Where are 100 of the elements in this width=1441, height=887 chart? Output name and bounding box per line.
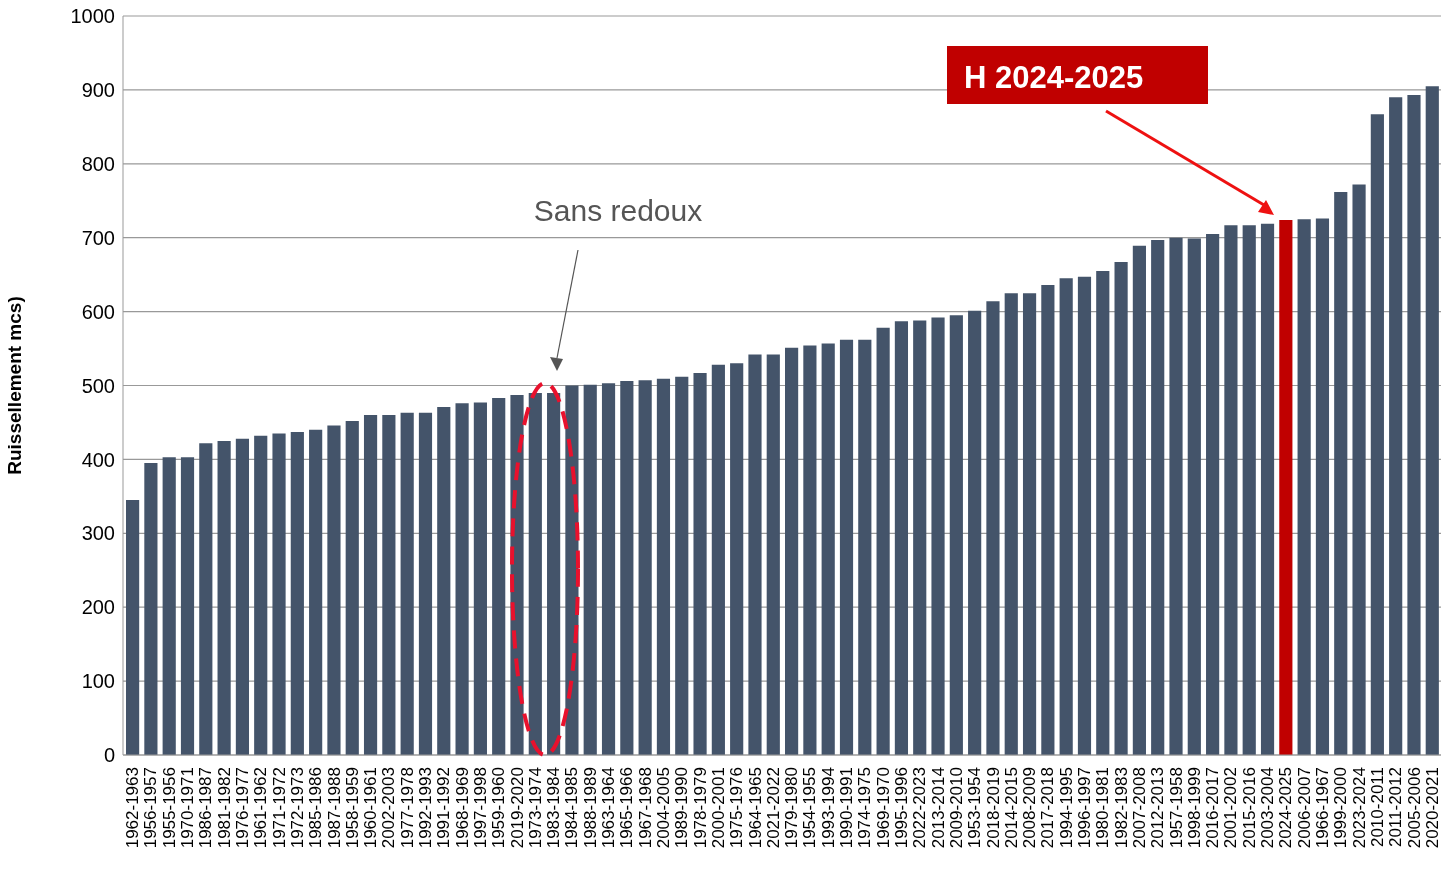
- x-tick-label: 1955-1956: [159, 767, 179, 849]
- bar: [913, 320, 927, 755]
- x-tick-label: 1953-1954: [965, 767, 985, 849]
- x-tick-label: 1964-1965: [745, 767, 765, 849]
- x-tick-label: 1992-1993: [416, 767, 436, 849]
- x-tick-label: 1970-1971: [178, 767, 198, 849]
- x-tick-label: 1963-1964: [599, 767, 619, 849]
- x-tick-label: 1972-1973: [287, 767, 307, 849]
- bar: [437, 406, 451, 755]
- x-tick-label: 2009-2010: [946, 767, 966, 849]
- bar: [1206, 234, 1220, 755]
- x-tick-label: 1973-1974: [525, 767, 545, 849]
- y-tick-label: 900: [81, 79, 115, 101]
- x-tick-label: 1994-1995: [1056, 767, 1076, 849]
- bar: [345, 420, 359, 755]
- x-tick-label: 2010-2011: [1367, 767, 1387, 848]
- x-tick-label: 1961-1962: [251, 767, 271, 849]
- bar: [675, 376, 689, 755]
- x-tick-label: 1976-1977: [232, 767, 252, 849]
- bar: [1059, 278, 1073, 755]
- bar: [1187, 238, 1201, 755]
- x-tick-label: 1971-1972: [269, 767, 289, 849]
- bar: [492, 398, 506, 755]
- x-tick-label: 2015-2016: [1239, 767, 1259, 849]
- x-tick-label: 1997-1998: [470, 767, 490, 849]
- x-tick-label: 2008-2009: [1020, 767, 1040, 849]
- bar: [1279, 219, 1293, 755]
- x-tick-label: 1978-1979: [690, 767, 710, 849]
- x-tick-label: 2019-2020: [507, 767, 527, 849]
- x-tick-label: 1995-1996: [891, 767, 911, 849]
- x-tick-label: 2018-2019: [983, 767, 1003, 849]
- bar: [986, 301, 1000, 755]
- x-tick-label: 1989-1990: [672, 767, 692, 849]
- y-tick-label: 600: [81, 300, 115, 323]
- bar: [1425, 86, 1439, 755]
- bar: [1334, 191, 1348, 755]
- y-tick-label: 800: [81, 152, 115, 175]
- bar: [839, 339, 854, 755]
- x-tick-label: 1982-1983: [1111, 767, 1131, 849]
- bar: [785, 347, 799, 755]
- bar: [1260, 223, 1275, 755]
- x-tick-label: 1990-1991: [837, 767, 857, 849]
- x-tick-label: 1960-1961: [361, 767, 381, 849]
- x-tick-label: 2011-2012: [1386, 767, 1406, 848]
- bar: [894, 321, 909, 755]
- bar: [309, 429, 323, 755]
- bar: [235, 438, 250, 755]
- x-tick-label: 2022-2023: [910, 767, 930, 849]
- bar: [1077, 276, 1092, 755]
- y-axis-title: Ruissellement mcs): [3, 296, 25, 475]
- x-tick-label: 1969-1970: [873, 767, 893, 849]
- bar: [455, 403, 469, 755]
- bar: [1096, 270, 1110, 755]
- bar: [949, 315, 963, 755]
- y-tick-label: 300: [81, 522, 115, 545]
- bar: [656, 378, 671, 755]
- x-tick-label: 2007-2008: [1129, 767, 1149, 849]
- bar: [876, 327, 890, 755]
- x-tick-label: 1999-2000: [1331, 767, 1351, 849]
- bar: [601, 383, 616, 755]
- x-tick-label: 1986-1987: [196, 767, 216, 849]
- x-tick-label: 1954-1955: [800, 767, 820, 849]
- y-tick-label: 500: [81, 374, 115, 397]
- bar: [418, 412, 433, 755]
- x-tick-label: 1967-1968: [635, 767, 655, 849]
- bar: [766, 354, 780, 755]
- bar: [1242, 225, 1256, 755]
- bar: [693, 372, 707, 755]
- bar: [162, 457, 176, 755]
- bar: [363, 415, 378, 755]
- bar: [180, 457, 195, 755]
- bar: [931, 317, 945, 755]
- x-tick-label: 2017-2018: [1038, 767, 1058, 849]
- x-tick-label: 2024-2025: [1276, 767, 1296, 849]
- bar: [272, 433, 286, 755]
- bar: [473, 402, 487, 755]
- bar: [858, 339, 872, 755]
- x-tick-label: 1965-1966: [617, 767, 637, 849]
- x-tick-label: 1985-1986: [306, 767, 326, 849]
- bar: [638, 380, 652, 755]
- bar: [1114, 262, 1128, 755]
- bar: [1151, 239, 1165, 755]
- bar: [547, 392, 561, 755]
- bar: [583, 384, 597, 755]
- x-tick-label: 1983-1984: [544, 767, 564, 849]
- bar: [1297, 219, 1311, 755]
- bar: [711, 364, 725, 755]
- annotation: Sans redoux: [533, 194, 703, 227]
- bar: [620, 381, 634, 755]
- bar: [968, 310, 982, 755]
- bar: [199, 443, 213, 755]
- bar: [144, 463, 158, 755]
- x-tick-label: 2023-2024: [1349, 767, 1369, 849]
- x-tick-label: 2012-2013: [1148, 767, 1168, 849]
- bar: [748, 354, 762, 755]
- bar: [1389, 97, 1403, 755]
- annotation: H 2024-2025: [964, 60, 1144, 95]
- x-tick-label: 1987-1988: [324, 767, 344, 849]
- x-tick-label: 2006-2007: [1294, 767, 1314, 849]
- x-tick-label: 1984-1985: [562, 767, 582, 849]
